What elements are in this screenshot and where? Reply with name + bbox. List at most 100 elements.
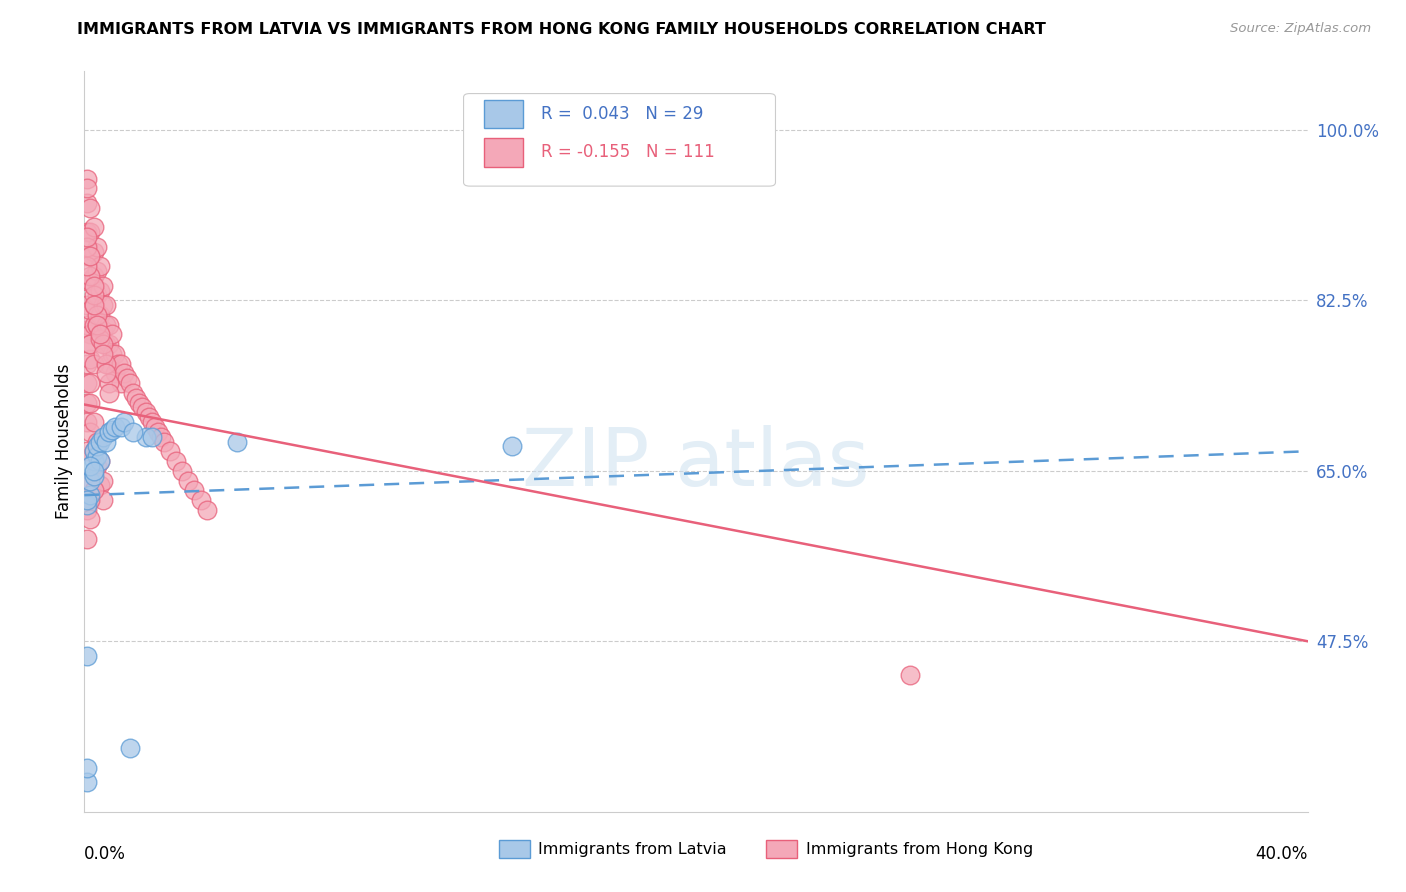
Point bbox=[502, 439, 524, 453]
Point bbox=[76, 498, 98, 512]
Point bbox=[79, 351, 101, 366]
Point bbox=[76, 532, 98, 546]
Point bbox=[97, 318, 120, 332]
Point bbox=[83, 220, 105, 235]
Point bbox=[76, 493, 98, 508]
Point bbox=[79, 250, 101, 264]
Point bbox=[83, 357, 105, 371]
Point bbox=[149, 430, 172, 444]
Point bbox=[83, 268, 105, 283]
Point bbox=[79, 395, 101, 409]
Point bbox=[91, 493, 114, 508]
Point bbox=[153, 434, 176, 449]
Point bbox=[79, 458, 101, 473]
Point bbox=[83, 454, 105, 468]
Point bbox=[76, 502, 98, 516]
Point bbox=[76, 318, 98, 332]
Point bbox=[141, 430, 163, 444]
Point bbox=[91, 474, 114, 488]
Point bbox=[76, 171, 98, 186]
Point bbox=[83, 244, 105, 259]
Point bbox=[76, 181, 98, 195]
Point bbox=[226, 434, 249, 449]
Point bbox=[183, 483, 205, 498]
Point bbox=[159, 444, 181, 458]
Point bbox=[91, 298, 114, 312]
FancyBboxPatch shape bbox=[464, 94, 776, 186]
Point bbox=[89, 332, 111, 346]
Point bbox=[107, 357, 129, 371]
Point bbox=[76, 444, 98, 458]
Y-axis label: Family Households: Family Households bbox=[55, 364, 73, 519]
Point bbox=[115, 371, 138, 385]
Point bbox=[89, 454, 111, 468]
Point bbox=[101, 423, 124, 437]
Point bbox=[76, 274, 98, 288]
Point bbox=[172, 464, 194, 478]
Point bbox=[76, 240, 98, 254]
Point bbox=[79, 274, 101, 288]
Point bbox=[76, 250, 98, 264]
Point bbox=[110, 376, 132, 390]
Point bbox=[76, 474, 98, 488]
Point bbox=[94, 337, 117, 351]
Point bbox=[122, 425, 145, 439]
Point bbox=[91, 322, 114, 336]
Point bbox=[898, 668, 921, 682]
Point bbox=[89, 434, 111, 449]
Point bbox=[135, 430, 157, 444]
Point bbox=[83, 318, 105, 332]
Point bbox=[83, 444, 105, 458]
Point bbox=[79, 268, 101, 283]
Text: Immigrants from Latvia: Immigrants from Latvia bbox=[538, 842, 727, 856]
Point bbox=[76, 322, 98, 336]
Point bbox=[76, 761, 98, 775]
Point bbox=[97, 357, 120, 371]
Point bbox=[86, 439, 108, 453]
Point bbox=[83, 298, 105, 312]
Point bbox=[94, 357, 117, 371]
Point bbox=[131, 401, 153, 415]
Point bbox=[112, 415, 135, 429]
Text: Source: ZipAtlas.com: Source: ZipAtlas.com bbox=[1230, 22, 1371, 36]
Text: R =  0.043   N = 29: R = 0.043 N = 29 bbox=[541, 104, 703, 123]
Point bbox=[135, 405, 157, 419]
Point bbox=[86, 308, 108, 322]
Point bbox=[112, 367, 135, 381]
Point bbox=[125, 391, 148, 405]
Point bbox=[143, 420, 166, 434]
Point bbox=[86, 318, 108, 332]
Point bbox=[120, 376, 142, 390]
Point bbox=[83, 288, 105, 302]
Point bbox=[79, 250, 101, 264]
Point bbox=[110, 357, 132, 371]
Point bbox=[86, 458, 108, 473]
Text: 0.0%: 0.0% bbox=[84, 845, 127, 863]
Point bbox=[97, 425, 120, 439]
Point bbox=[89, 284, 111, 298]
Point bbox=[76, 225, 98, 239]
Bar bbox=[766, 840, 797, 858]
Point bbox=[83, 468, 105, 483]
Text: ZIP atlas: ZIP atlas bbox=[522, 425, 870, 503]
Point bbox=[91, 278, 114, 293]
Point bbox=[89, 454, 111, 468]
Point bbox=[97, 376, 120, 390]
FancyBboxPatch shape bbox=[484, 138, 523, 167]
Point bbox=[89, 259, 111, 273]
Text: IMMIGRANTS FROM LATVIA VS IMMIGRANTS FROM HONG KONG FAMILY HOUSEHOLDS CORRELATIO: IMMIGRANTS FROM LATVIA VS IMMIGRANTS FRO… bbox=[77, 22, 1046, 37]
Point bbox=[110, 420, 132, 434]
Point bbox=[79, 337, 101, 351]
Point bbox=[76, 376, 98, 390]
Point bbox=[177, 474, 200, 488]
Point bbox=[94, 318, 117, 332]
Point bbox=[122, 385, 145, 400]
Point bbox=[91, 347, 114, 361]
Point bbox=[141, 415, 163, 429]
Text: Immigrants from Hong Kong: Immigrants from Hong Kong bbox=[806, 842, 1033, 856]
Point bbox=[83, 483, 105, 498]
Point bbox=[76, 395, 98, 409]
Point bbox=[83, 444, 105, 458]
Point bbox=[76, 775, 98, 789]
Point bbox=[120, 741, 142, 756]
